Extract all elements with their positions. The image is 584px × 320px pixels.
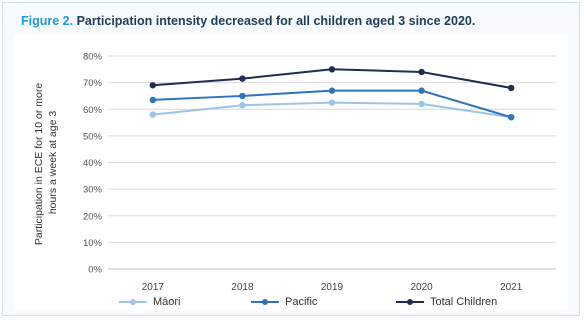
y-tick-label: 40% [83, 158, 103, 169]
figure-title: Participation intensity decreased for al… [76, 14, 476, 28]
legend-item-maori: Māori [118, 296, 181, 308]
legend-swatch-pacific [251, 299, 279, 305]
y-tick-label: 60% [83, 105, 103, 116]
data-point-pacific [418, 87, 425, 94]
data-point-m-ori [239, 102, 246, 109]
data-point-total-children [328, 66, 336, 73]
y-tick-label: 20% [83, 211, 103, 222]
data-point-pacific [239, 92, 246, 100]
y-tick-labels: 0% 10% 20% 30% 40% 50% 60% 70% 80% [83, 52, 103, 276]
x-tick-label: 2020 [410, 282, 433, 293]
x-tick-label: 2019 [321, 282, 344, 293]
data-point-pacific [149, 96, 156, 104]
data-point-m-ori [418, 100, 425, 108]
legend-label-total-children: Total Children [430, 296, 498, 308]
data-point-total-children [508, 84, 515, 92]
figure-caption: Figure 2. Participation intensity decrea… [21, 14, 475, 28]
x-tick-label: 2021 [500, 282, 523, 293]
data-point-total-children [149, 82, 156, 89]
data-point-total-children [418, 68, 425, 76]
legend-item-total-children: Total Children [395, 296, 497, 308]
legend-label-pacific: Pacific [285, 296, 318, 308]
y-tick-label: 30% [83, 185, 103, 196]
y-tick-label: 10% [83, 238, 103, 249]
figure-label: Figure 2. [21, 14, 74, 28]
y-tick-label: 80% [83, 52, 103, 63]
y-tick-label: 0% [88, 265, 102, 276]
data-point-m-ori [328, 99, 336, 106]
legend-label-maori: Māori [153, 296, 181, 308]
y-tick-label: 70% [83, 78, 103, 89]
y-axis-label-line-1: Participation in ECE for 10 or more [33, 83, 45, 245]
x-tick-labels: 2017 2018 2019 2020 2021 [142, 282, 523, 293]
y-axis-label: Participation in ECE for 10 or more hour… [33, 80, 59, 245]
data-point-pacific [328, 87, 336, 94]
y-axis-label-line-2: hours a week at age 3 [47, 111, 59, 214]
series-lines [149, 66, 515, 121]
legend: Māori Pacific Total Children [0, 296, 584, 314]
data-point-m-ori [149, 111, 156, 118]
x-tick-label: 2018 [231, 282, 254, 293]
x-tick-label: 2017 [142, 282, 165, 293]
plot-background [14, 34, 568, 311]
legend-item-pacific: Pacific [250, 296, 317, 308]
legend-swatch-maori [119, 299, 147, 305]
data-point-total-children [239, 75, 246, 82]
legend-swatch-total-children [396, 299, 424, 305]
y-tick-label: 50% [83, 131, 103, 142]
data-point-pacific [508, 114, 515, 121]
